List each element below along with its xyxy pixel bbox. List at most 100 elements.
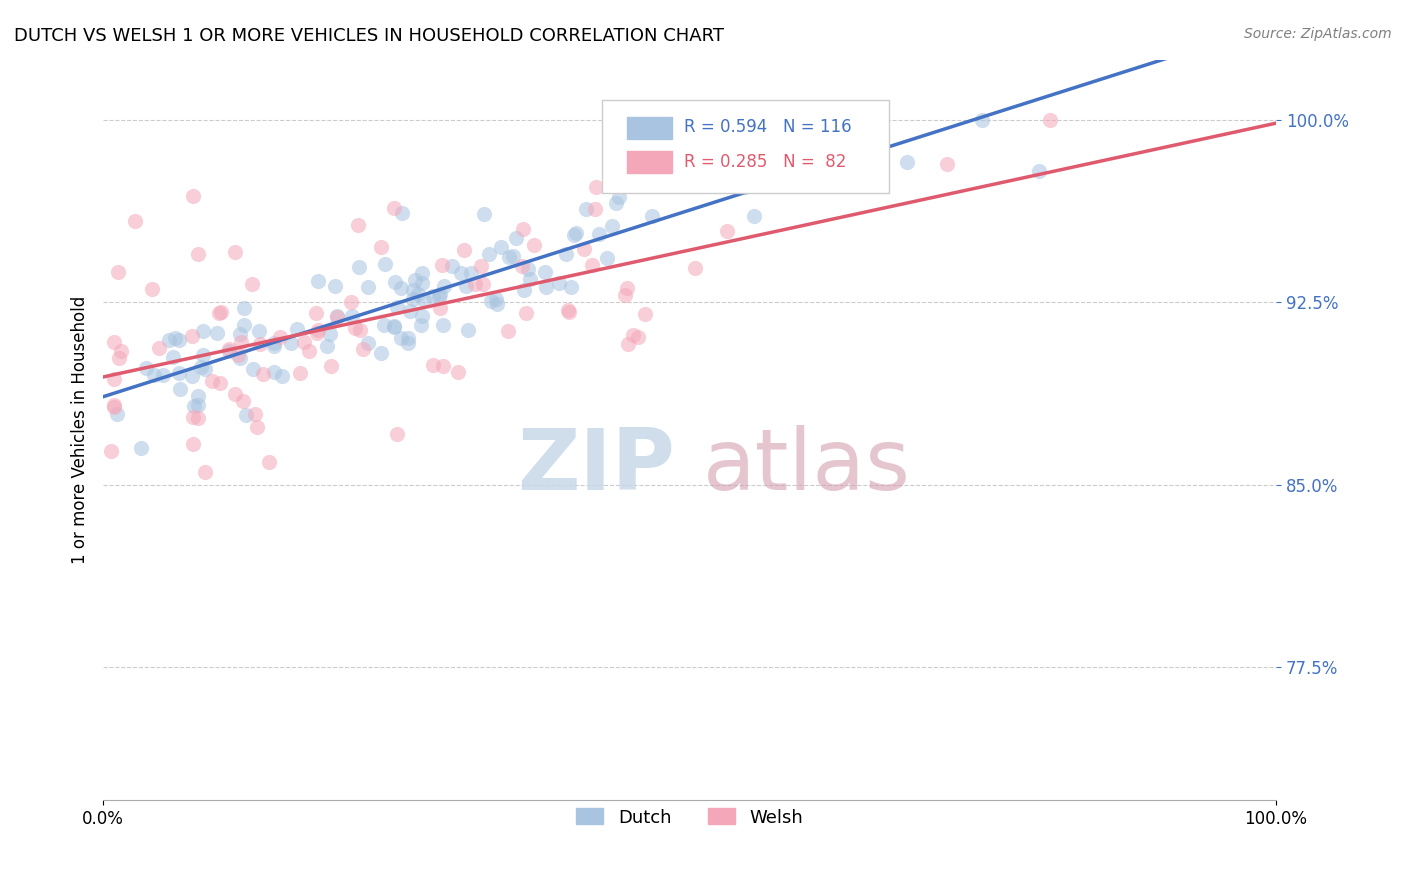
Point	[447, 365, 470, 379]
Point	[634, 308, 657, 322]
Point	[935, 157, 957, 171]
Point	[454, 278, 477, 293]
Point	[765, 166, 787, 180]
Point	[560, 280, 582, 294]
Point	[515, 306, 537, 320]
Text: R = 0.594   N = 116: R = 0.594 N = 116	[683, 118, 852, 136]
Point	[389, 331, 412, 345]
Point	[103, 398, 125, 412]
Point	[105, 407, 128, 421]
Point	[806, 145, 828, 159]
Point	[602, 219, 624, 234]
Point	[610, 178, 633, 193]
Point	[565, 226, 588, 240]
Point	[754, 141, 776, 155]
Point	[505, 231, 527, 245]
Point	[232, 301, 254, 315]
Point	[107, 265, 129, 279]
Point	[194, 466, 217, 480]
Point	[352, 342, 374, 356]
Point	[673, 128, 696, 142]
Point	[226, 348, 249, 362]
Point	[489, 240, 512, 254]
Point	[472, 207, 495, 221]
Point	[347, 260, 370, 275]
Point	[441, 259, 464, 273]
Text: ZIP: ZIP	[517, 425, 675, 508]
Text: Source: ZipAtlas.com: Source: ZipAtlas.com	[1244, 27, 1392, 41]
Point	[209, 376, 232, 390]
Point	[252, 367, 274, 381]
Point	[357, 336, 380, 351]
Point	[316, 339, 339, 353]
Point	[572, 243, 595, 257]
Point	[157, 333, 180, 347]
Point	[513, 283, 536, 297]
Point	[411, 266, 433, 280]
Point	[167, 366, 190, 380]
Point	[558, 304, 581, 318]
Point	[240, 277, 263, 291]
Point	[734, 179, 756, 194]
Point	[429, 301, 451, 315]
Point	[243, 407, 266, 421]
Point	[516, 261, 538, 276]
Point	[970, 113, 993, 128]
Point	[162, 350, 184, 364]
Point	[548, 276, 571, 290]
Point	[183, 400, 205, 414]
Point	[575, 202, 598, 216]
Point	[233, 318, 256, 332]
Point	[742, 209, 765, 223]
Point	[305, 326, 328, 341]
Point	[298, 343, 321, 358]
Point	[321, 359, 343, 373]
Point	[617, 336, 640, 351]
Point	[581, 259, 603, 273]
Point	[357, 280, 380, 294]
Point	[148, 341, 170, 355]
Point	[453, 244, 475, 258]
Point	[218, 343, 240, 357]
Point	[307, 274, 329, 288]
Point	[406, 287, 429, 301]
Point	[430, 258, 453, 272]
Point	[124, 214, 146, 228]
Point	[207, 326, 229, 340]
Point	[402, 283, 425, 297]
Point	[562, 228, 585, 243]
Point	[583, 202, 606, 216]
Point	[433, 278, 456, 293]
Point	[165, 330, 187, 344]
Point	[485, 297, 508, 311]
Point	[806, 135, 828, 149]
Text: DUTCH VS WELSH 1 OR MORE VEHICLES IN HOUSEHOLD CORRELATION CHART: DUTCH VS WELSH 1 OR MORE VEHICLES IN HOU…	[14, 27, 724, 45]
Point	[152, 368, 174, 383]
Point	[510, 259, 533, 273]
Point	[485, 292, 508, 306]
Point	[523, 238, 546, 252]
Point	[208, 306, 231, 320]
Point	[229, 351, 252, 365]
Point	[232, 393, 254, 408]
Point	[595, 252, 617, 266]
Point	[396, 335, 419, 350]
Point	[294, 334, 316, 349]
Point	[382, 319, 405, 334]
Point	[385, 427, 408, 442]
Point	[457, 323, 479, 337]
Point	[224, 387, 246, 401]
Point	[432, 359, 454, 374]
Point	[685, 169, 707, 184]
Point	[347, 219, 370, 233]
Point	[382, 318, 405, 333]
Point	[187, 411, 209, 425]
Point	[464, 277, 486, 291]
Point	[799, 170, 821, 185]
Point	[228, 327, 250, 342]
Point	[343, 321, 366, 335]
Point	[427, 290, 450, 304]
Point	[641, 210, 664, 224]
Point	[103, 335, 125, 350]
Point	[224, 244, 246, 259]
